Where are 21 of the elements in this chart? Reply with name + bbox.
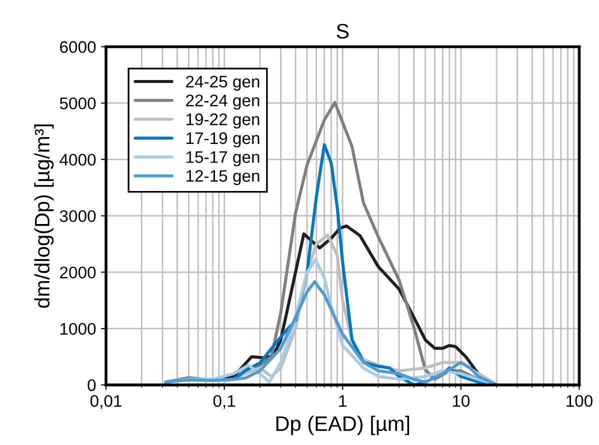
legend-label: 22-24 gen [186,94,260,110]
y-tick-label: 0 [88,379,96,392]
y-tick-label: 2000 [60,266,96,278]
y-tick-label: 3000 [60,210,96,222]
x-tick-label: 0,1 [213,395,236,409]
legend-label: 12-15 gen [186,170,260,186]
legend-label: 24-25 gen [186,76,260,91]
legend-label: 17-19 gen [186,132,260,148]
chart-title: S [336,24,349,39]
legend-label: 15-17 gen [186,151,260,166]
y-tick-label: 1000 [60,322,96,335]
x-tick-label: 0,01 [90,395,122,409]
legend-label: 19-22 gen [186,113,260,129]
x-tick-label: 100 [566,395,592,407]
y-tick-label: 4000 [60,154,96,166]
y-axis-title: dm/dlog(Dp) [µg/m³] [34,124,54,308]
x-tick-label: 10 [452,395,470,407]
y-tick-label: 6000 [60,41,96,53]
x-tick-label: 1 [339,395,346,407]
x-axis-title: Dp (EAD) [µm] [276,416,410,436]
y-tick-label: 5000 [60,97,96,110]
